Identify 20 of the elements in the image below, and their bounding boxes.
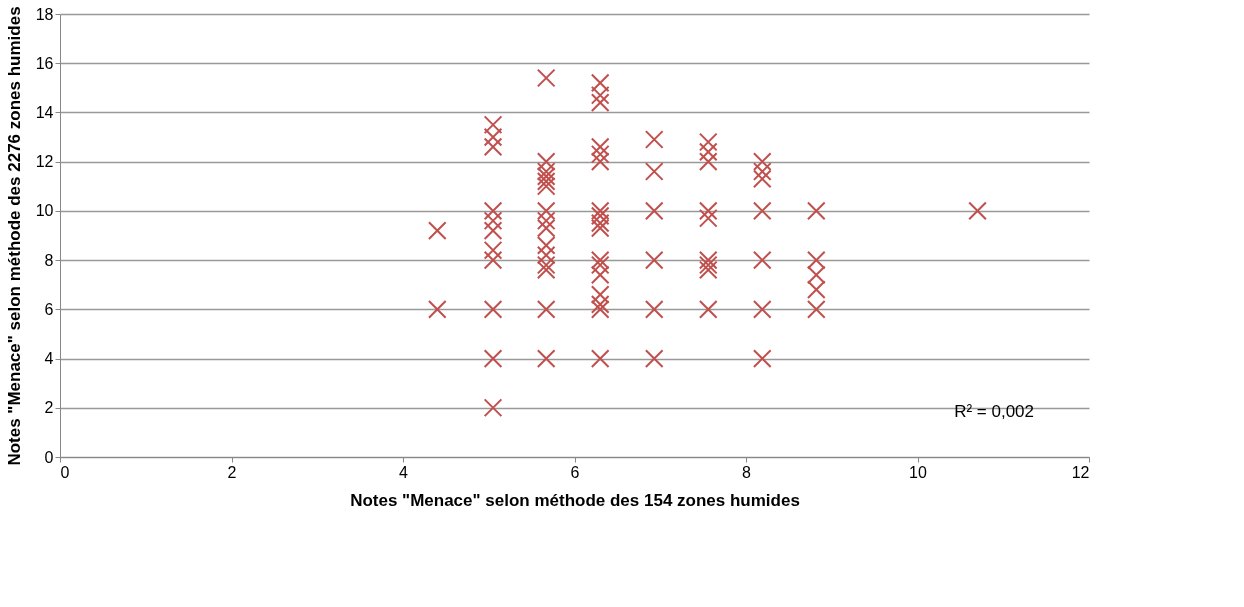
x-tick-label: 2 bbox=[227, 463, 237, 481]
annotation: R² = 0,002 bbox=[954, 402, 1034, 421]
y-tick-label: 6 bbox=[44, 300, 54, 318]
y-tick-label: 12 bbox=[35, 153, 54, 171]
x-axis-title: Notes "Menace" selon méthode des 154 zones humides bbox=[350, 490, 800, 510]
x-tick-label: 12 bbox=[1071, 463, 1090, 481]
y-tick-label: 2 bbox=[44, 399, 54, 417]
y-tick-label: 4 bbox=[44, 350, 54, 368]
y-tick-label: 14 bbox=[35, 103, 54, 121]
x-tick-label: 0 bbox=[60, 463, 70, 481]
x-tick-label: 8 bbox=[742, 463, 752, 481]
x-tick-label: 4 bbox=[399, 463, 409, 481]
x-tick-label: 6 bbox=[570, 463, 580, 481]
y-tick-label: 8 bbox=[44, 251, 54, 269]
x-tick-label: 10 bbox=[909, 463, 927, 481]
y-axis-title: Notes "Menace" selon méthode des 2276 zones humides bbox=[4, 6, 24, 466]
y-tick-label: 10 bbox=[35, 202, 54, 220]
y-tick-label: 16 bbox=[35, 54, 54, 72]
y-tick-label: 18 bbox=[35, 5, 54, 23]
y-tick-label: 0 bbox=[44, 448, 54, 466]
